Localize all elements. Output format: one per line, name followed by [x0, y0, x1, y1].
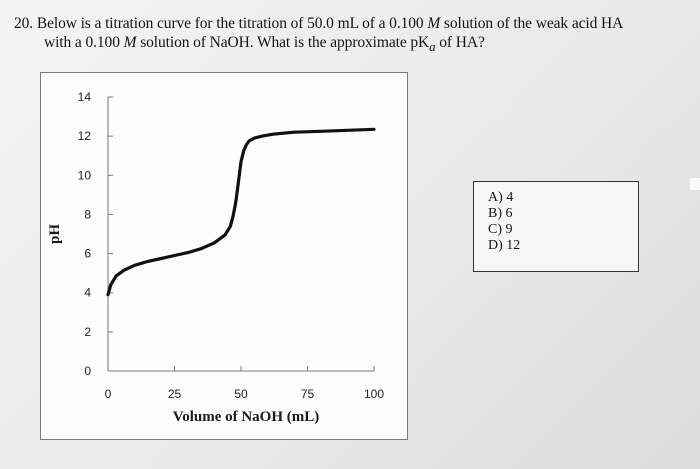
choice-b[interactable]: B) 6	[488, 206, 513, 221]
x-axis-title: Volume of NaOH (mL)	[173, 409, 320, 425]
x-tick-label: 100	[364, 387, 384, 401]
y-tick-label: 10	[78, 168, 92, 182]
x-tick-label: 0	[105, 387, 112, 401]
titration-curve-plot: 0 2 4 6 8 10 12 14 0 25 50 75 100 Volume of NaOH (mL…	[47, 90, 385, 425]
question-line1-a: Below is a titration curve for the titra…	[36, 15, 428, 32]
question-line1-b: solution of the weak acid HA	[440, 15, 624, 32]
question-text: 20. Below is a titration curve for the t…	[14, 14, 690, 56]
question-line2-a: with a 0.100	[44, 34, 124, 51]
x-tick-label: 75	[301, 387, 315, 401]
question-number: 20.	[14, 15, 34, 32]
molarity-symbol: M	[427, 15, 441, 32]
y-tick-label: 4	[84, 286, 91, 300]
y-tick-label: 8	[84, 207, 91, 221]
question-line2: with a 0.100 M solution of NaOH. What is…	[14, 33, 690, 56]
y-tick-label: 2	[84, 325, 91, 339]
choice-d-value: 12	[506, 238, 521, 253]
choice-d[interactable]: D) 12	[488, 238, 521, 253]
y-tick-label: 12	[78, 129, 92, 143]
x-tick-label: 25	[168, 387, 182, 401]
answer-choices-box: A) 4 B) 6 C) 9 D) 12	[473, 181, 639, 272]
y-axis-title: pH	[47, 224, 63, 244]
question-line2-b: solution of NaOH. What is the approximat…	[136, 34, 430, 51]
chart-ticks: 0 2 4 6 8 10 12 14 0 25 50 75 100	[78, 90, 385, 401]
chart-axes	[107, 97, 374, 372]
molarity-symbol-2: M	[123, 34, 137, 51]
y-tick-label: 6	[84, 247, 91, 261]
choice-c-value: 9	[505, 222, 513, 237]
titration-chart: 0 2 4 6 8 10 12 14 0 25 50 75 100 Volume of NaOH (mL…	[40, 72, 408, 440]
titration-curve-line	[106, 127, 376, 297]
x-tick-label: 50	[234, 387, 248, 401]
y-tick-label: 14	[78, 90, 92, 104]
y-tick-label: 0	[84, 364, 91, 378]
choice-c[interactable]: C) 9	[488, 222, 513, 237]
choice-b-value: 6	[505, 206, 513, 221]
choice-a-value: 4	[506, 190, 514, 205]
choice-a[interactable]: A) 4	[488, 190, 514, 205]
question-line2-c: of HA?	[435, 34, 485, 51]
pka-subscript: a	[429, 39, 436, 55]
edge-highlight	[690, 178, 700, 190]
